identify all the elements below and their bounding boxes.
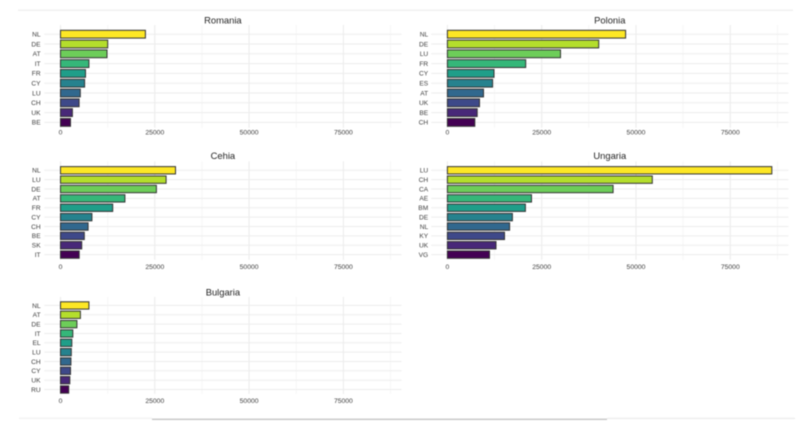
svg-text:LU: LU	[32, 349, 41, 356]
svg-text:UK: UK	[31, 378, 41, 385]
svg-text:AT: AT	[33, 196, 41, 203]
svg-text:Cehia: Cehia	[211, 150, 236, 161]
svg-text:DE: DE	[31, 186, 41, 193]
svg-text:BE: BE	[419, 110, 428, 117]
svg-text:RU: RU	[31, 387, 41, 394]
svg-text:CH: CH	[419, 120, 429, 127]
svg-text:75000: 75000	[334, 398, 353, 405]
svg-text:NL: NL	[32, 168, 41, 175]
svg-text:50000: 50000	[627, 264, 646, 271]
svg-text:CH: CH	[31, 224, 41, 231]
svg-text:UK: UK	[31, 110, 41, 117]
svg-text:AT: AT	[33, 51, 41, 58]
svg-text:BE: BE	[32, 120, 41, 127]
svg-text:NL: NL	[420, 32, 429, 39]
svg-text:0: 0	[446, 129, 450, 136]
svg-text:NL: NL	[32, 303, 41, 310]
svg-text:IT: IT	[35, 331, 41, 338]
svg-text:LU: LU	[420, 51, 429, 58]
svg-text:UK: UK	[419, 100, 429, 107]
svg-text:25000: 25000	[145, 264, 164, 271]
svg-text:EL: EL	[33, 340, 41, 347]
svg-text:25000: 25000	[145, 398, 164, 405]
svg-text:Romania: Romania	[204, 14, 242, 25]
svg-text:50000: 50000	[240, 398, 259, 405]
svg-text:Ungaria: Ungaria	[593, 150, 627, 161]
svg-text:IT: IT	[35, 252, 41, 259]
svg-text:CA: CA	[419, 186, 429, 193]
svg-text:0: 0	[59, 264, 63, 271]
svg-text:VG: VG	[419, 252, 429, 259]
svg-text:IT: IT	[35, 61, 41, 68]
svg-text:25000: 25000	[532, 264, 551, 271]
svg-text:FR: FR	[419, 61, 428, 68]
svg-text:Polonia: Polonia	[594, 14, 626, 25]
svg-text:CH: CH	[419, 177, 429, 184]
svg-text:75000: 75000	[334, 264, 353, 271]
svg-text:CY: CY	[31, 81, 41, 88]
svg-text:DE: DE	[419, 214, 429, 221]
svg-text:CH: CH	[31, 359, 41, 366]
svg-text:NL: NL	[420, 224, 429, 231]
svg-text:CY: CY	[31, 368, 41, 375]
svg-text:BE: BE	[32, 233, 41, 240]
svg-text:AE: AE	[419, 196, 428, 203]
svg-text:0: 0	[59, 129, 63, 136]
svg-text:BM: BM	[418, 205, 428, 212]
svg-text:50000: 50000	[627, 129, 646, 136]
svg-text:AT: AT	[420, 90, 428, 97]
svg-text:SK: SK	[32, 243, 41, 250]
svg-text:25000: 25000	[145, 129, 164, 136]
svg-text:25000: 25000	[532, 129, 551, 136]
svg-text:KY: KY	[419, 233, 428, 240]
svg-text:ES: ES	[419, 81, 428, 88]
svg-text:CY: CY	[419, 71, 429, 78]
svg-text:CY: CY	[31, 214, 41, 221]
svg-text:LU: LU	[32, 90, 41, 97]
svg-text:0: 0	[446, 264, 450, 271]
svg-text:FR: FR	[32, 71, 41, 78]
svg-text:50000: 50000	[240, 129, 259, 136]
svg-text:75000: 75000	[721, 129, 740, 136]
svg-text:75000: 75000	[334, 129, 353, 136]
svg-text:0: 0	[59, 398, 63, 405]
svg-text:Bulgaria: Bulgaria	[206, 286, 241, 297]
svg-text:LU: LU	[32, 177, 41, 184]
svg-text:LU: LU	[420, 168, 429, 175]
svg-text:UK: UK	[419, 243, 429, 250]
svg-text:NL: NL	[32, 32, 41, 39]
svg-text:50000: 50000	[240, 264, 259, 271]
svg-text:DE: DE	[31, 41, 41, 48]
svg-text:FR: FR	[32, 205, 41, 212]
svg-text:CH: CH	[31, 100, 41, 107]
svg-text:DE: DE	[31, 321, 41, 328]
svg-text:75000: 75000	[721, 264, 740, 271]
svg-text:AT: AT	[33, 312, 41, 319]
svg-text:DE: DE	[419, 41, 429, 48]
